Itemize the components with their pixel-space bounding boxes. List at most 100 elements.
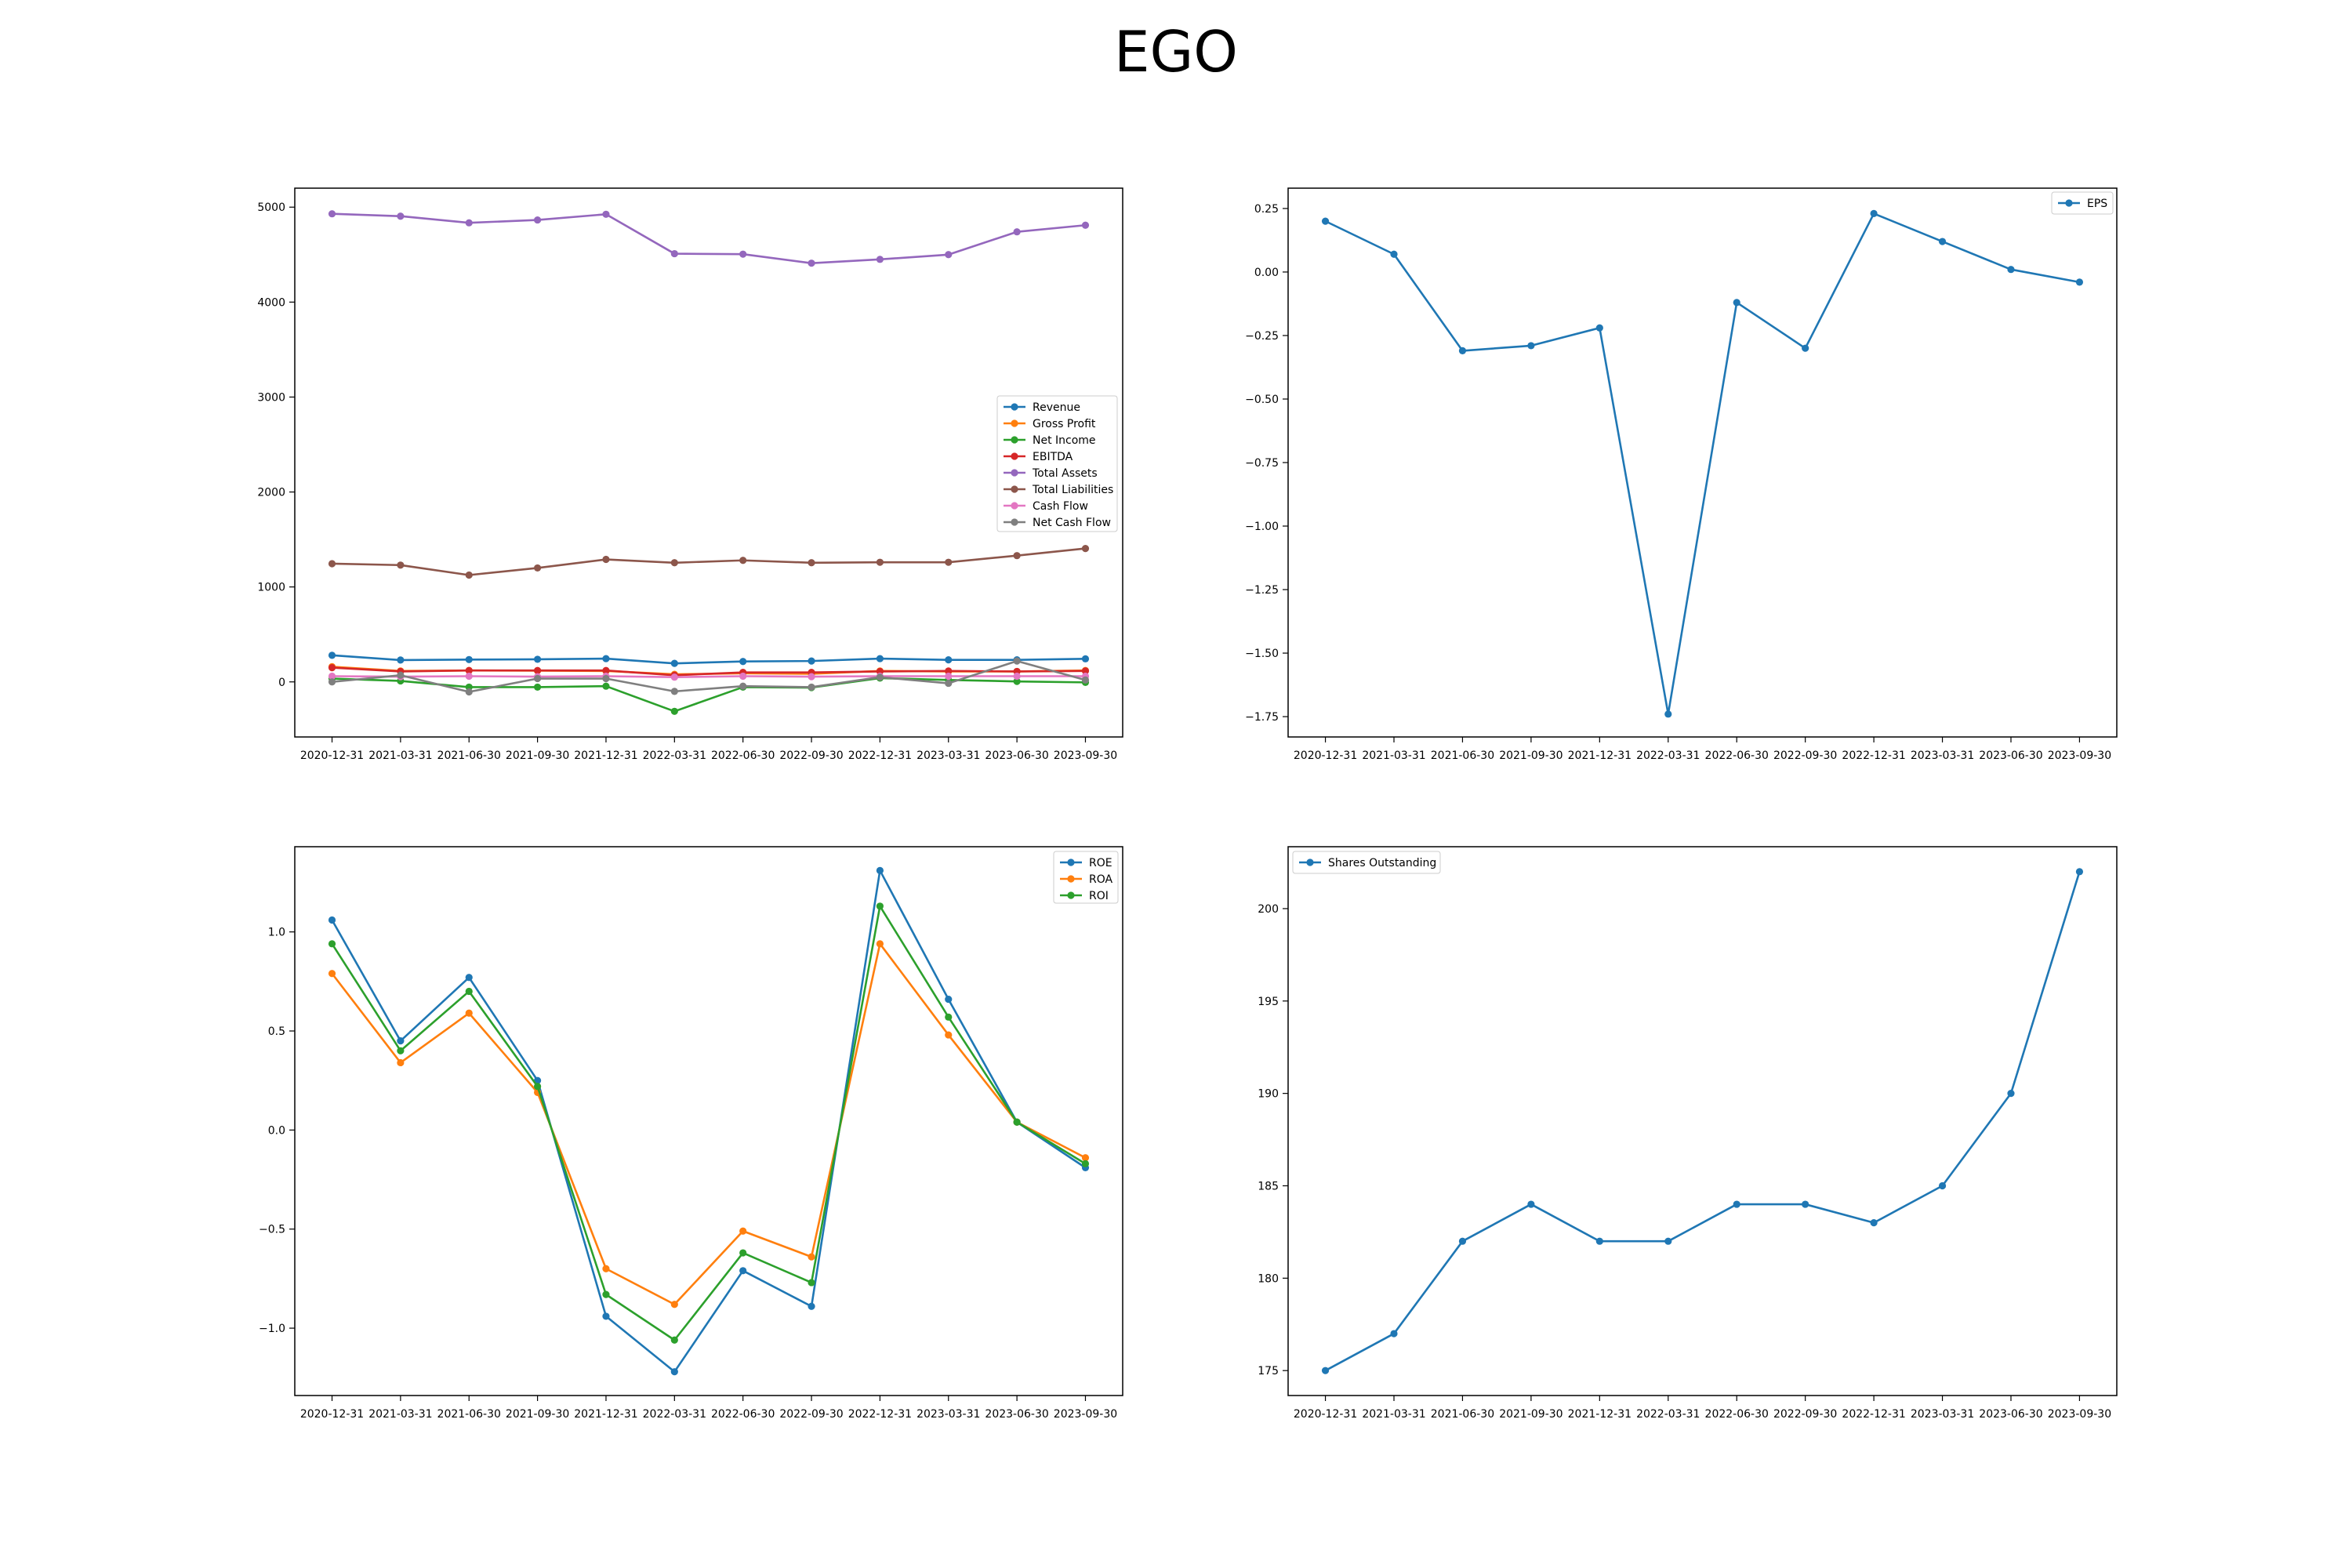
data-point-roa [397,1058,405,1067]
data-point-cash-flow [945,672,953,681]
legend-marker-total-liabilities [1011,485,1018,493]
y-tick-label: 180 [1258,1272,1279,1285]
y-tick-label: 175 [1258,1365,1279,1377]
data-point-shares-outstanding [1733,1200,1740,1208]
data-point-revenue [534,655,542,663]
data-point-total-assets [397,212,405,220]
x-tick-label: 2021-09-30 [506,750,569,762]
legend-label-revenue: Revenue [1033,401,1080,414]
data-point-ebitda [945,667,953,675]
data-point-shares-outstanding [1527,1200,1535,1208]
data-point-eps [1733,299,1740,307]
x-tick-label: 2021-06-30 [1431,750,1494,762]
y-tick-label: −1.0 [259,1323,285,1335]
data-point-roi [670,1336,678,1344]
chart-panel-4: 2020-12-31 2021-03-31 2021-06-30 2021-09-30… [1258,846,2118,1421]
x-tick-label: 2023-03-31 [1911,1408,1974,1421]
data-point-revenue [945,656,953,664]
data-point-roi [465,987,473,996]
legend-marker-roe [1067,858,1075,866]
data-point-eps [1321,217,1330,225]
data-point-roa [602,1265,610,1272]
legend: Revenue Gross Profit Net Income EBITDA Total… [996,395,1118,532]
data-point-total-liabilities [602,555,610,564]
x-tick-label: 2020-12-31 [300,1408,364,1421]
legend-box [996,395,1118,532]
legend-label-net-income: Net Income [1033,434,1096,447]
x-tick-label: 2021-12-31 [574,750,637,762]
x-tick-label: 2021-09-30 [506,1408,569,1421]
series-line-total-liabilities [332,547,1086,576]
data-point-roa [739,1227,747,1235]
data-point-total-liabilities [465,571,473,579]
legend-box [2051,191,2114,215]
y-tick-label: 195 [1258,996,1279,1008]
data-point-roe [808,1302,815,1310]
plot-frame [294,846,1123,1396]
legend-marker-gross-profit [1011,419,1018,427]
data-point-roe [876,866,884,874]
data-point-total-liabilities [534,564,542,572]
x-tick-label: 2023-03-31 [1911,750,1974,762]
data-point-total-liabilities [876,558,884,566]
data-point-revenue [876,655,884,662]
data-point-total-assets [808,260,815,267]
chart-panel-3: 2020-12-31 2021-03-31 2021-06-30 2021-09-30… [259,846,1123,1421]
y-tick-label: 200 [1258,903,1279,916]
x-tick-label: 2023-06-30 [1979,750,2042,762]
data-point-net-income [534,683,542,691]
x-tick-label: 2021-12-31 [1568,1408,1632,1421]
x-tick-label: 2021-06-30 [1431,1408,1494,1421]
data-point-net-income [670,707,678,715]
legend-marker-cash-flow [1011,502,1018,510]
legend-marker-net-income [1011,436,1018,444]
data-point-roi [739,1249,747,1257]
data-point-roi [602,1290,610,1298]
data-point-eps [1458,347,1467,355]
data-point-roa [465,1009,473,1017]
series-line-cash-flow [332,675,1086,679]
x-tick-label: 2023-03-31 [916,750,980,762]
data-point-roi [328,940,336,948]
data-point-total-liabilities [808,559,815,567]
legend-marker-net-cash-flow [1011,518,1018,526]
chart-panel-1: 2020-12-31 2021-03-31 2021-06-30 2021-09-30… [257,187,1123,762]
y-tick-label: 185 [1258,1180,1279,1192]
data-point-total-assets [328,210,336,218]
data-point-roe [602,1312,610,1320]
y-tick-label: −0.50 [1245,394,1279,406]
data-point-total-assets [876,256,884,263]
data-point-cash-flow [1013,672,1021,681]
y-tick-label: 0 [278,677,285,689]
x-tick-label: 2022-06-30 [711,1408,775,1421]
data-point-roa [945,1031,953,1039]
x-tick-label: 2022-06-30 [1705,750,1769,762]
y-tick-label: 0.0 [268,1124,285,1137]
data-point-ebitda [534,666,542,674]
x-tick-label: 2021-06-30 [437,750,501,762]
y-tick-label: 2000 [257,487,285,499]
x-tick-label: 2022-09-30 [1773,750,1837,762]
data-point-revenue [808,657,815,665]
x-tick-label: 2022-12-31 [1842,750,1905,762]
data-point-eps [1938,238,1947,245]
data-point-eps [1664,710,1672,718]
series-line-shares-outstanding [1324,871,2081,1372]
legend-marker-roa [1067,875,1075,883]
data-point-total-liabilities [670,559,678,567]
data-point-roe [397,1037,405,1045]
legend: EPS [2051,191,2114,215]
chart-panel-2: 2020-12-31 2021-03-31 2021-06-30 2021-09-30… [1245,187,2118,762]
data-point-roi [397,1047,405,1054]
x-tick-label: 2022-12-31 [848,750,912,762]
data-point-shares-outstanding [1321,1367,1330,1374]
y-tick-label: 0.5 [268,1025,285,1038]
data-point-cash-flow [808,673,815,681]
data-point-roi [1081,1160,1090,1167]
y-tick-label: −0.75 [1245,457,1279,470]
data-point-total-liabilities [1081,545,1090,553]
data-point-shares-outstanding [1458,1237,1467,1245]
data-point-net-cash-flow [1081,676,1090,684]
data-point-roa [328,970,336,978]
legend-label-cash-flow: Cash Flow [1033,500,1088,513]
